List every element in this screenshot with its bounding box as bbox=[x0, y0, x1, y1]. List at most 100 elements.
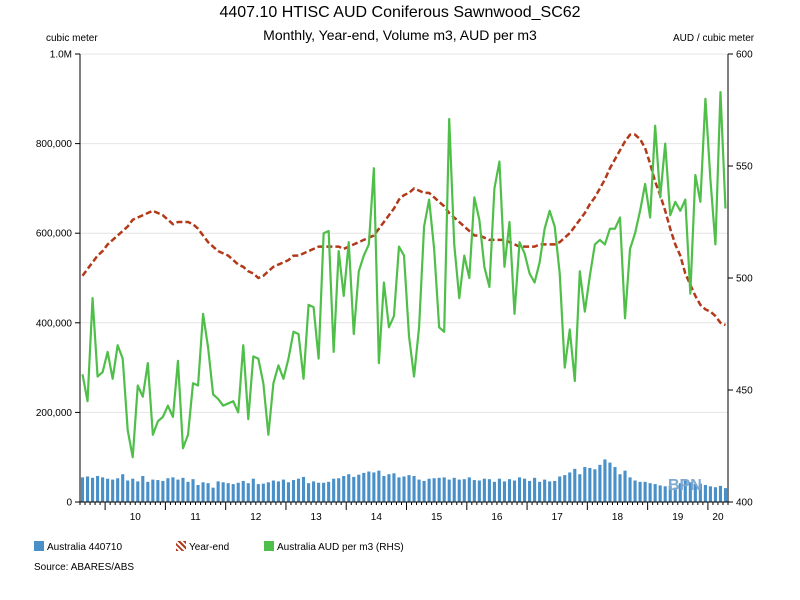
volume-bar-29 bbox=[226, 483, 230, 502]
volume-bar-1 bbox=[85, 476, 90, 502]
volume-bar-25 bbox=[206, 483, 210, 502]
line-series bbox=[81, 90, 727, 459]
volume-bar-67 bbox=[417, 479, 421, 502]
left-axis-ticks: 0 200,000 400,000 600,000 800,000 1.0M bbox=[36, 50, 80, 509]
right-axis-label: AUD / cubic meter bbox=[673, 33, 755, 44]
volume-bar-120 bbox=[683, 479, 687, 502]
volume-bar-43 bbox=[296, 478, 301, 502]
volume-bar-42 bbox=[291, 480, 296, 502]
volume-bar-51 bbox=[337, 478, 341, 502]
volume-bar-45 bbox=[307, 483, 311, 502]
x-year-label-1: 11 bbox=[190, 512, 201, 523]
volume-bar-41 bbox=[286, 482, 291, 502]
volume-bar-30 bbox=[231, 484, 235, 502]
x-year-label-3: 13 bbox=[311, 512, 323, 523]
volume-bar-66 bbox=[412, 476, 416, 502]
volume-bar-28 bbox=[221, 482, 225, 502]
volume-bar-116 bbox=[663, 486, 667, 502]
volume-bar-89 bbox=[528, 480, 532, 502]
right-tick-label-3: 550 bbox=[736, 162, 753, 173]
volume-bar-92 bbox=[543, 479, 547, 502]
right-tick-label-1: 450 bbox=[736, 386, 753, 397]
volume-bar-38 bbox=[271, 480, 275, 502]
x-year-label-0: 10 bbox=[130, 512, 142, 523]
axes bbox=[79, 54, 729, 503]
volume-bar-86 bbox=[512, 480, 517, 502]
volume-bar-104 bbox=[603, 459, 607, 502]
volume-bar-127 bbox=[718, 485, 723, 502]
volume-bar-20 bbox=[181, 477, 185, 502]
volume-bar-44 bbox=[301, 476, 306, 502]
legend-swatch-volume bbox=[34, 541, 44, 551]
volume-bar-36 bbox=[261, 483, 265, 502]
volume-bar-47 bbox=[317, 482, 321, 502]
volume-bar-69 bbox=[427, 478, 431, 502]
legend-item-price: Australia AUD per m3 (RHS) bbox=[264, 541, 404, 553]
volume-bar-113 bbox=[648, 483, 652, 502]
volume-bar-81 bbox=[487, 479, 491, 502]
volume-bar-77 bbox=[467, 477, 471, 502]
volume-bar-63 bbox=[397, 477, 401, 502]
volume-bar-33 bbox=[246, 483, 250, 502]
volume-bar-14 bbox=[151, 479, 155, 502]
volume-bar-85 bbox=[507, 479, 512, 502]
volume-bar-119 bbox=[678, 483, 682, 502]
x-year-label-5: 15 bbox=[431, 512, 443, 523]
volume-bar-94 bbox=[553, 480, 557, 502]
volume-bar-98 bbox=[573, 468, 577, 502]
volume-bar-70 bbox=[432, 478, 436, 502]
volume-bar-27 bbox=[216, 481, 220, 502]
volume-bar-52 bbox=[342, 476, 346, 502]
legend-swatch-year-end bbox=[176, 541, 186, 551]
volume-bar-84 bbox=[502, 481, 507, 502]
right-axis-ticks: 400 450 500 550 600 bbox=[728, 50, 753, 509]
volume-bar-24 bbox=[201, 482, 205, 502]
left-tick-label-1: 200,000 bbox=[36, 408, 73, 419]
x-year-label-7: 17 bbox=[552, 512, 564, 523]
volume-bar-21 bbox=[186, 481, 190, 502]
x-axis-ticks: 10 11 12 13 14 15 16 17 18 19 20 bbox=[79, 502, 729, 523]
volume-bar-128 bbox=[723, 488, 728, 502]
volume-bar-53 bbox=[347, 474, 351, 502]
volume-bar-39 bbox=[276, 481, 280, 502]
volume-bar-23 bbox=[196, 484, 200, 502]
legend-label-volume: Australia 440710 bbox=[47, 542, 123, 553]
right-tick-label-0: 400 bbox=[736, 498, 753, 509]
volume-bar-82 bbox=[492, 481, 496, 502]
left-tick-label-0: 0 bbox=[66, 498, 72, 509]
volume-bar-110 bbox=[633, 480, 637, 502]
volume-bar-107 bbox=[618, 474, 622, 502]
gridlines bbox=[80, 53, 728, 413]
volume-bar-4 bbox=[101, 477, 105, 502]
volume-bar-48 bbox=[322, 482, 326, 502]
volume-bar-57 bbox=[367, 471, 371, 502]
volume-bar-58 bbox=[372, 472, 376, 502]
volume-bar-10 bbox=[131, 478, 135, 502]
volume-bar-102 bbox=[593, 469, 597, 502]
volume-bar-121 bbox=[688, 482, 692, 502]
volume-bar-103 bbox=[598, 464, 602, 502]
volume-bar-2 bbox=[91, 477, 95, 502]
volume-bar-79 bbox=[477, 480, 481, 502]
left-tick-label-5: 1.0M bbox=[50, 50, 72, 61]
legend-item-year-end: Year-end bbox=[176, 541, 229, 553]
volume-bar-111 bbox=[638, 481, 642, 502]
volume-bar-126 bbox=[713, 487, 717, 502]
volume-bar-114 bbox=[653, 484, 657, 502]
volume-bar-55 bbox=[357, 474, 361, 502]
x-year-label-2: 12 bbox=[250, 512, 262, 523]
volume-bar-22 bbox=[191, 479, 195, 502]
x-year-label-6: 16 bbox=[491, 512, 503, 523]
volume-bar-80 bbox=[482, 478, 486, 502]
right-tick-label-4: 600 bbox=[736, 50, 753, 61]
volume-bar-96 bbox=[563, 475, 567, 502]
x-year-label-8: 18 bbox=[612, 512, 624, 523]
volume-bar-115 bbox=[658, 485, 662, 502]
volume-bar-8 bbox=[121, 474, 125, 502]
volume-bar-72 bbox=[442, 477, 446, 502]
volume-bar-99 bbox=[578, 474, 582, 502]
volume-bar-117 bbox=[668, 485, 672, 502]
volume-bar-60 bbox=[382, 476, 386, 502]
x-year-label-4: 14 bbox=[371, 512, 383, 523]
